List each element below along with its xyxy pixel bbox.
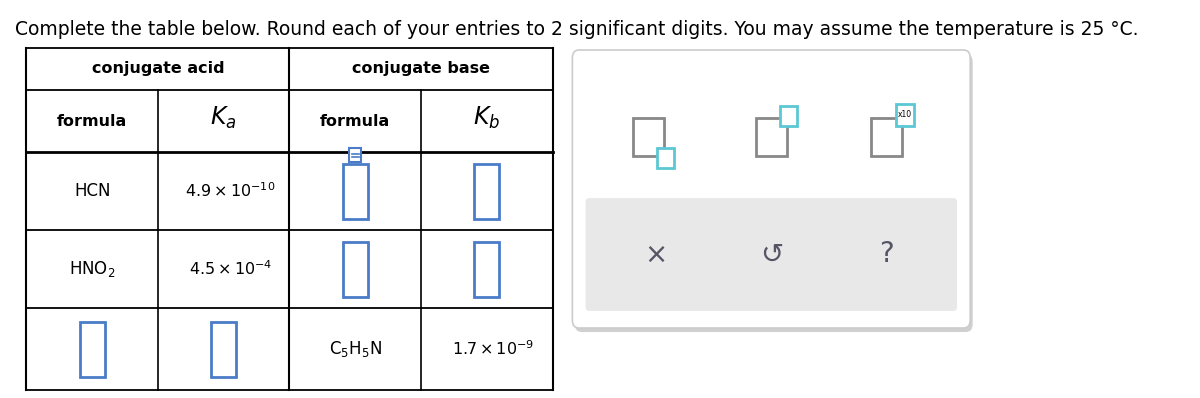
Text: Complete the table below. Round each of your entries to 2 significant digits. Yo: Complete the table below. Round each of … bbox=[14, 20, 1139, 39]
Text: ×: × bbox=[644, 240, 667, 269]
Bar bbox=[871, 117, 902, 156]
Text: formula: formula bbox=[320, 113, 390, 129]
Bar bbox=[474, 242, 499, 297]
Text: ↺: ↺ bbox=[760, 240, 782, 269]
Text: $4.5 \times 10^{-4}$: $4.5 \times 10^{-4}$ bbox=[188, 259, 272, 278]
Text: $\mathrm{C_5H_5N}$: $\mathrm{C_5H_5N}$ bbox=[329, 339, 382, 359]
Text: HCN: HCN bbox=[74, 182, 110, 200]
Bar bbox=[349, 148, 361, 162]
Bar bbox=[780, 105, 797, 126]
Bar bbox=[211, 322, 236, 377]
Bar bbox=[895, 103, 914, 126]
FancyBboxPatch shape bbox=[575, 54, 973, 332]
Bar bbox=[343, 242, 367, 297]
Text: $\mathrm{HNO_2}$: $\mathrm{HNO_2}$ bbox=[70, 259, 115, 279]
Text: $1.7 \times 10^{-9}$: $1.7 \times 10^{-9}$ bbox=[452, 339, 534, 358]
Bar bbox=[632, 117, 664, 156]
Text: $K_a$: $K_a$ bbox=[210, 105, 236, 131]
Bar bbox=[658, 148, 674, 168]
Text: conjugate base: conjugate base bbox=[352, 62, 490, 76]
Text: x10: x10 bbox=[898, 110, 912, 119]
Bar bbox=[756, 117, 787, 156]
Text: $K_b$: $K_b$ bbox=[473, 105, 500, 131]
Bar bbox=[343, 164, 367, 219]
Bar bbox=[80, 322, 104, 377]
Text: ?: ? bbox=[880, 240, 894, 269]
Bar bbox=[26, 48, 552, 390]
Bar bbox=[474, 164, 499, 219]
Text: formula: formula bbox=[58, 113, 127, 129]
FancyBboxPatch shape bbox=[586, 198, 956, 311]
Text: $4.9 \times 10^{-10}$: $4.9 \times 10^{-10}$ bbox=[185, 181, 276, 200]
Text: conjugate acid: conjugate acid bbox=[91, 62, 224, 76]
FancyBboxPatch shape bbox=[572, 50, 971, 328]
